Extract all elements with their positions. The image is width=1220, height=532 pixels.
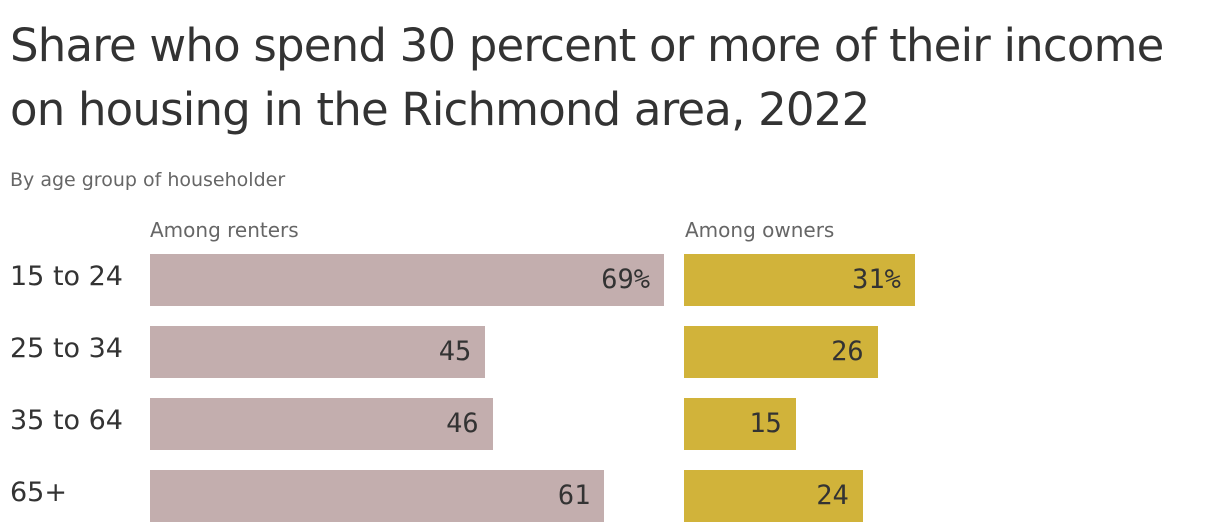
row-label: 65+ (10, 477, 67, 508)
bar-value-label-owners: 24 (816, 480, 849, 511)
bar-owners (684, 326, 878, 378)
bar-value-label-renters: 69% (601, 264, 650, 295)
chart-title: Share who spend 30 percent or more of th… (10, 19, 1164, 136)
bar-value-label-owners: 31% (852, 264, 901, 295)
bar-renters (150, 254, 664, 306)
bar-value-label-owners: 26 (831, 336, 864, 367)
bar-renters (150, 470, 605, 522)
bar-value-label-renters: 61 (557, 480, 591, 511)
bar-value-label-renters: 46 (446, 408, 479, 439)
bar-owners (684, 398, 796, 450)
bar-renters (150, 326, 486, 378)
bar-owners (684, 470, 863, 522)
bar-renters (150, 398, 493, 450)
chart-subtitle: By age group of householder (10, 169, 286, 191)
row-label: 35 to 64 (10, 405, 123, 436)
panel-label-renters: Among renters (150, 218, 299, 242)
bar-value-label-renters: 45 (438, 336, 472, 367)
bar-value-label-owners: 15 (749, 408, 782, 439)
row-label: 15 to 24 (10, 261, 123, 292)
bar-owners (684, 254, 915, 306)
panel-label-owners: Among owners (685, 218, 835, 242)
row-label: 25 to 34 (10, 333, 123, 364)
